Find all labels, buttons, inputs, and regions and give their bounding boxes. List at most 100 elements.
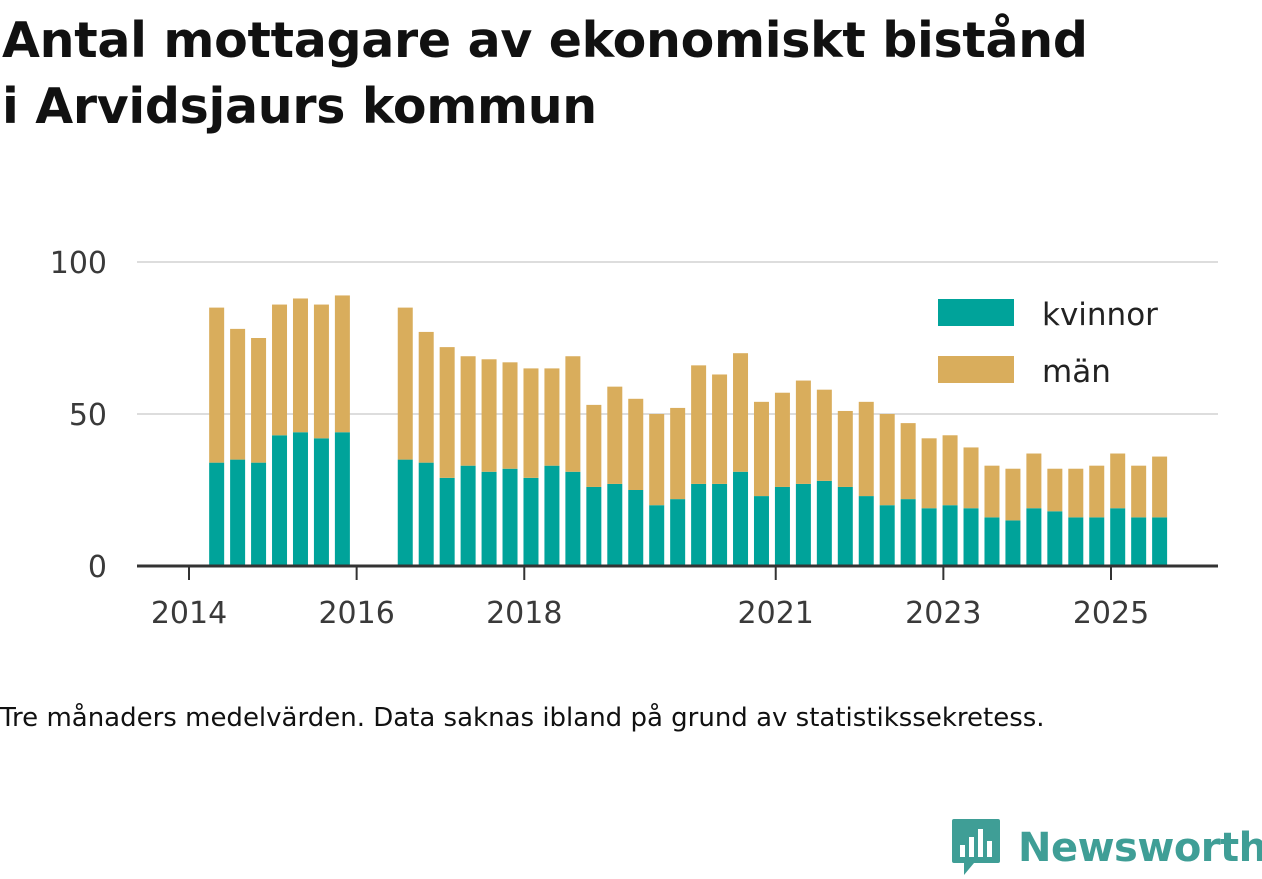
bar-kvinnor-32 [921,508,937,566]
x-tick-label-2021: 2021 [738,596,814,631]
bar-kvinnor-39 [1068,517,1084,566]
bar-man-26 [795,380,811,484]
bar-kvinnor-6 [334,432,350,566]
bar-kvinnor-34 [963,508,979,566]
bar-kvinnor-0 [209,462,225,566]
brand-name: Newsworthy [1018,825,1262,871]
bar-kvinnor-7 [397,459,413,566]
bar-kvinnor-22 [712,483,728,566]
bar-kvinnor-41 [1110,508,1126,566]
bar-man-31 [900,423,916,500]
y-tick-label-50: 50 [69,398,107,433]
x-tick-label-2016: 2016 [318,596,394,631]
bar-kvinnor-27 [816,480,832,566]
bar-kvinnor-33 [942,505,958,566]
bar-man-4 [292,298,308,433]
bar-man-21 [691,365,707,484]
legend-label-man: män [1042,354,1111,390]
bar-kvinnor-35 [984,517,1000,566]
bar-man-41 [1110,453,1126,509]
bar-man-40 [1089,465,1105,518]
bar-man-12 [502,362,518,469]
bar-kvinnor-38 [1047,511,1063,566]
bar-kvinnor-8 [418,462,434,566]
y-tick-label-0: 0 [88,550,107,585]
chart-title-line-2: i Arvidsjaurs kommun [2,78,597,135]
bar-man-14 [544,368,560,466]
bar-kvinnor-19 [649,505,665,566]
chart-title: Antal mottagare av ekonomiskt bistånd i … [2,8,1257,140]
bar-man-5 [313,304,329,439]
bar-man-6 [334,295,350,433]
bar-man-27 [816,389,832,481]
brand-logo[interactable]: Newsworthy [950,818,1262,878]
bar-man-33 [942,435,958,506]
bar-kvinnor-43 [1152,517,1168,566]
bar-man-15 [565,356,581,472]
bar-kvinnor-37 [1026,508,1042,566]
x-tick-label-2018: 2018 [486,596,562,631]
bar-man-7 [397,307,413,460]
bar-man-28 [837,410,853,487]
bar-kvinnor-13 [523,477,539,566]
bar-man-0 [209,307,225,463]
bar-man-8 [418,331,434,463]
bar-kvinnor-42 [1131,517,1147,566]
bar-kvinnor-2 [251,462,267,566]
bar-kvinnor-14 [544,465,560,566]
x-tick-label-2014: 2014 [151,596,227,631]
bar-man-22 [712,374,728,484]
bar-man-43 [1152,456,1168,518]
bar-man-2 [251,338,267,463]
bar-kvinnor-36 [1005,520,1021,566]
bar-man-11 [481,359,497,472]
bar-kvinnor-12 [502,468,518,566]
bar-kvinnor-16 [586,486,602,566]
bar-man-17 [607,386,623,484]
bar-man-3 [272,304,288,436]
bar-man-20 [670,407,686,500]
chart-title-line-1: Antal mottagare av ekonomiskt bistånd [2,12,1088,69]
bar-man-38 [1047,468,1063,512]
bar-man-35 [984,465,1000,518]
stacked-bar-chart: 0 50 100 2014 2016 2018 2021 2023 2025 kvinnor m… [50,246,1218,631]
bar-man-36 [1005,468,1021,521]
bar-man-19 [649,414,665,506]
bar-kvinnor-10 [460,465,476,566]
bar-man-32 [921,438,937,509]
bar-man-13 [523,368,539,478]
bar-kvinnor-26 [795,483,811,566]
axes: 0 50 100 2014 2016 2018 2021 2023 2025 [50,246,1218,631]
legend-swatch-man [938,356,1014,383]
newsworthy-logo-icon [952,819,1000,875]
bar-kvinnor-3 [272,435,288,566]
bar-kvinnor-30 [879,505,895,566]
bar-kvinnor-28 [837,486,853,566]
bar-kvinnor-4 [292,432,308,566]
bar-kvinnor-24 [753,496,769,566]
bar-kvinnor-25 [774,486,790,566]
bar-man-24 [753,401,769,497]
y-tick-label-100: 100 [50,246,107,281]
bar-kvinnor-5 [313,438,329,566]
bar-kvinnor-40 [1089,517,1105,566]
bar-man-37 [1026,453,1042,509]
bar-kvinnor-20 [670,499,686,566]
x-tick-label-2025: 2025 [1073,596,1149,631]
bar-man-34 [963,447,979,509]
bar-kvinnor-15 [565,471,581,566]
bar-kvinnor-1 [230,459,246,566]
bar-kvinnor-23 [733,471,749,566]
bar-man-10 [460,356,476,466]
bar-man-18 [628,398,644,490]
bar-kvinnor-29 [858,496,874,566]
legend: kvinnor män [938,297,1158,390]
bar-kvinnor-31 [900,499,916,566]
x-tick-label-2023: 2023 [905,596,981,631]
bar-man-16 [586,404,602,487]
bar-kvinnor-18 [628,490,644,566]
bar-man-9 [439,347,455,478]
bar-man-23 [733,353,749,472]
legend-label-kvinnor: kvinnor [1042,297,1158,333]
bar-man-42 [1131,465,1147,518]
